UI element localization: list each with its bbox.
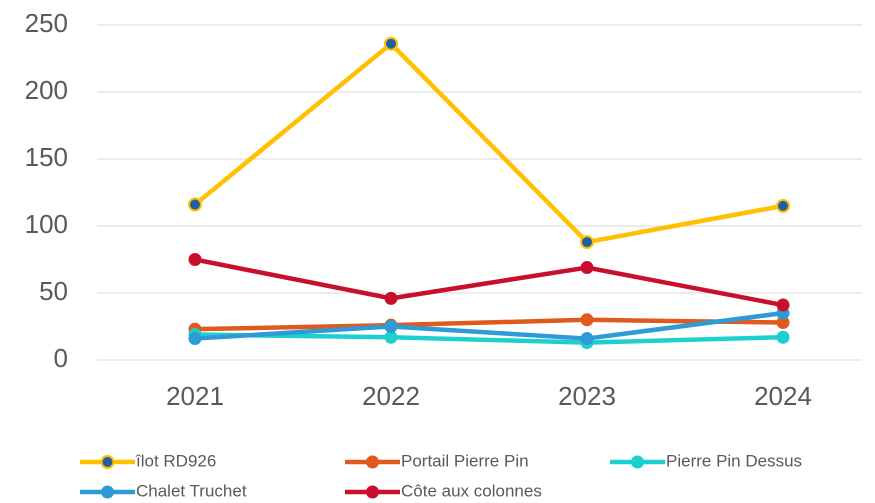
y-tick-label: 50 [39, 276, 68, 306]
x-tick-label: 2024 [754, 381, 812, 411]
x-tick-label: 2021 [166, 381, 224, 411]
data-point [580, 332, 594, 346]
x-tick-label: 2023 [558, 381, 616, 411]
data-point [384, 36, 398, 51]
series-line [194, 310, 784, 341]
legend-label: Portail Pierre Pin [401, 451, 529, 470]
data-point [580, 313, 594, 327]
legend-marker [366, 455, 379, 469]
data-point [188, 332, 202, 346]
y-tick-label: 100 [25, 209, 68, 239]
data-point [188, 197, 202, 212]
legend-label: îlot RD926 [135, 451, 216, 470]
data-point [580, 261, 594, 275]
y-tick-label: 0 [54, 343, 68, 373]
legend-marker [631, 455, 644, 469]
legend-marker [366, 485, 379, 499]
data-point [776, 198, 790, 213]
data-point [188, 253, 202, 266]
series-line [194, 332, 784, 345]
legend-label: Pierre Pin Dessus [666, 451, 802, 470]
series-line [194, 317, 784, 332]
y-tick-label: 250 [25, 8, 68, 38]
legend-label: Côte aux colonnes [401, 481, 542, 500]
data-point [776, 330, 790, 344]
y-tick-label: 200 [25, 75, 68, 105]
x-tick-label: 2022 [362, 381, 420, 411]
legend-label: Chalet Truchet [136, 481, 247, 500]
data-point [776, 298, 790, 312]
series-line [194, 257, 784, 308]
legend-marker [101, 485, 114, 499]
data-point [580, 235, 594, 250]
data-point [384, 320, 398, 333]
series-line [193, 41, 784, 245]
data-point [384, 330, 398, 344]
y-tick-label: 150 [25, 142, 68, 172]
data-point [384, 291, 398, 305]
legend-marker [100, 455, 115, 469]
